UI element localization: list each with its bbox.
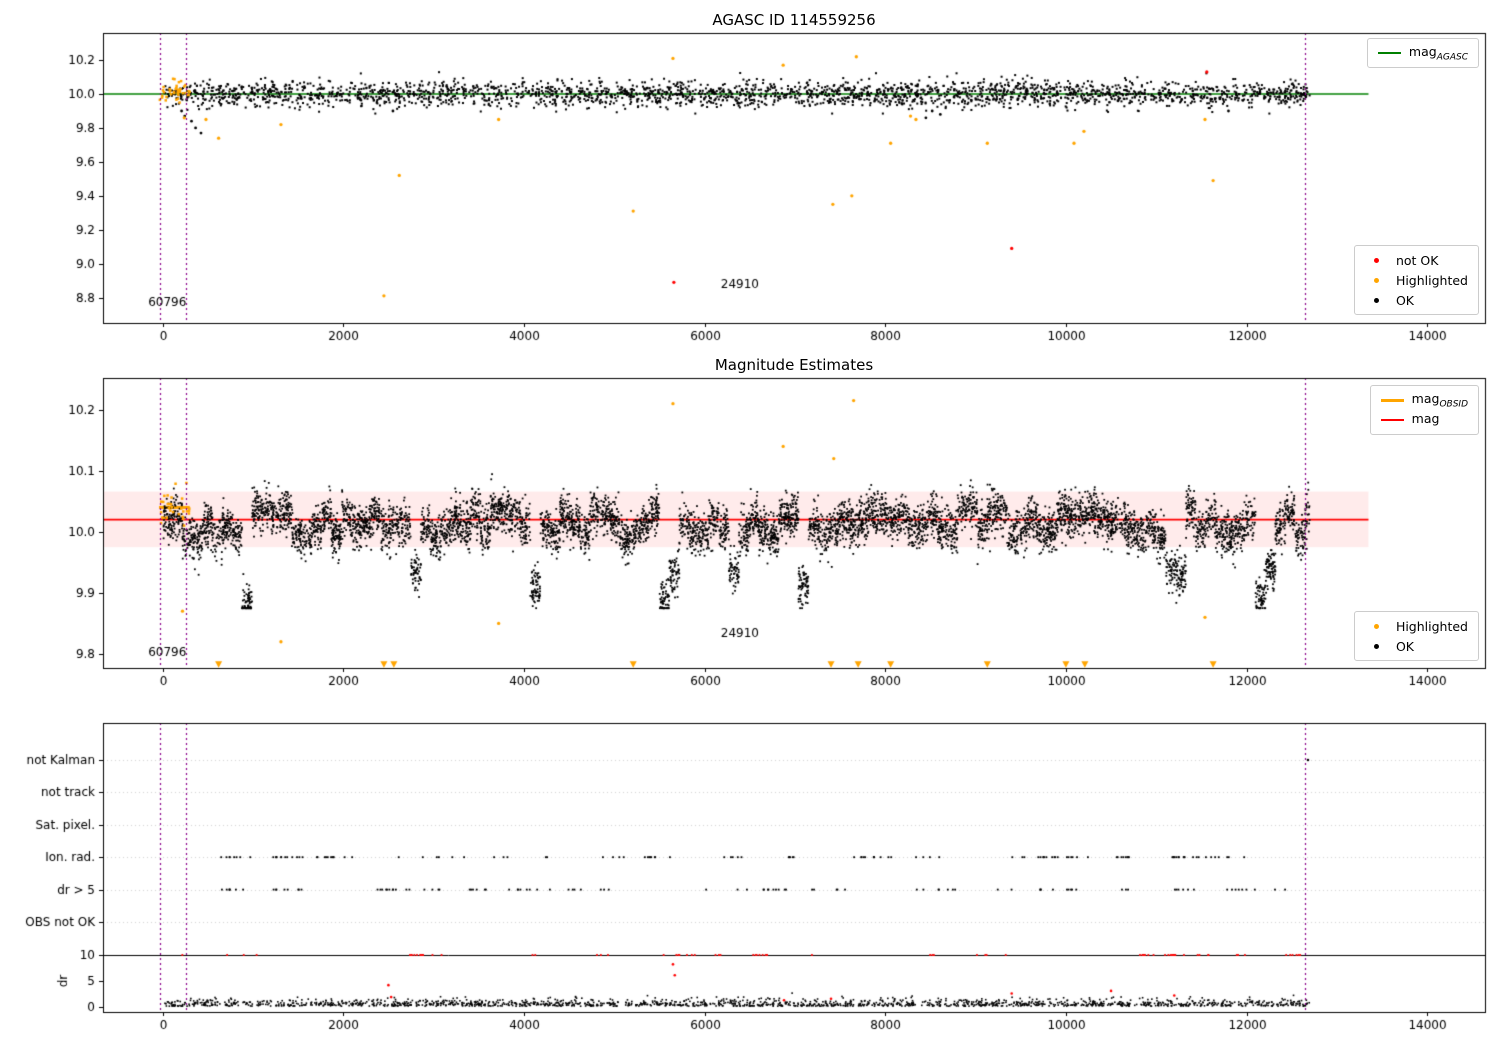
legend-item-mag: mag bbox=[1380, 410, 1468, 430]
legend-mag-lines: magOBSID mag bbox=[1369, 385, 1479, 435]
legend-item-ok-2: OK bbox=[1365, 636, 1468, 656]
legend-label-highlighted: Highlighted bbox=[1395, 272, 1468, 288]
not-ok-marker-wrap bbox=[1365, 257, 1388, 263]
highlighted-marker-wrap bbox=[1365, 277, 1388, 283]
legend-item-ok: OK bbox=[1365, 290, 1468, 310]
highlighted2-marker-wrap bbox=[1365, 623, 1388, 629]
highlighted2-dot-swatch bbox=[1373, 623, 1379, 629]
legend-label-ok-2: OK bbox=[1395, 638, 1414, 654]
mag-obsid-line-swatch bbox=[1380, 398, 1404, 402]
legend-item-mag-agasc: magAGASC bbox=[1377, 43, 1468, 63]
legend-label-highlighted-2: Highlighted bbox=[1395, 618, 1468, 634]
legend-item-highlighted: Highlighted bbox=[1365, 270, 1468, 290]
not-ok-dot-swatch bbox=[1373, 257, 1379, 263]
ok-dot-swatch bbox=[1373, 297, 1379, 303]
legend-label-mag: mag bbox=[1411, 410, 1440, 426]
legend-item-not-ok: not OK bbox=[1365, 250, 1468, 270]
subplot2-title: Magnitude Estimates bbox=[714, 356, 874, 374]
legend-item-mag-obsid: magOBSID bbox=[1380, 390, 1468, 410]
ok-marker-wrap bbox=[1365, 297, 1388, 303]
legend-label-not-ok: not OK bbox=[1395, 252, 1439, 268]
highlighted-dot-swatch bbox=[1373, 277, 1379, 283]
legend-label-ok: OK bbox=[1395, 292, 1414, 308]
legend-label-mag-agasc: magAGASC bbox=[1408, 43, 1468, 63]
subplot1-title: AGASC ID 114559256 bbox=[712, 11, 876, 29]
legend-status-subplot1: not OK Highlighted OK bbox=[1353, 245, 1479, 315]
legend-mag-agasc: magAGASC bbox=[1366, 38, 1479, 68]
legend-label-mag-obsid: magOBSID bbox=[1411, 390, 1468, 410]
legend-item-highlighted-2: Highlighted bbox=[1365, 616, 1468, 636]
ok2-marker-wrap bbox=[1365, 643, 1388, 649]
legend-status-subplot2: Highlighted OK bbox=[1353, 611, 1479, 661]
ok2-dot-swatch bbox=[1373, 643, 1379, 649]
mag-line-swatch bbox=[1380, 419, 1404, 421]
mag-agasc-line-swatch bbox=[1377, 52, 1401, 54]
